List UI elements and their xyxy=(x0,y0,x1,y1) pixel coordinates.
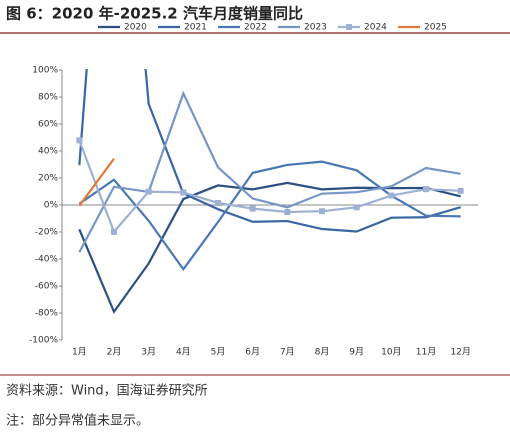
point-marker xyxy=(145,188,152,195)
legend-label: 2020 xyxy=(124,23,147,33)
y-tick-label: 80% xyxy=(38,93,58,103)
series-line xyxy=(78,69,461,233)
point-marker xyxy=(388,192,395,199)
series-line xyxy=(78,139,461,234)
y-tick-label: -40% xyxy=(35,255,59,265)
point-marker xyxy=(180,189,187,196)
x-tick-label: 2月 xyxy=(107,347,122,358)
x-tick-label: 3月 xyxy=(141,347,156,358)
series-line xyxy=(78,181,461,315)
point-marker xyxy=(457,187,464,194)
point-marker xyxy=(284,209,291,216)
x-tick-label: 1月 xyxy=(72,347,87,358)
x-tick-label: 6月 xyxy=(245,347,260,358)
x-tick-label: 9月 xyxy=(349,347,364,358)
legend-label: 2023 xyxy=(304,23,327,33)
point-marker xyxy=(353,204,360,211)
legend-label: 2024 xyxy=(364,23,387,33)
point-marker xyxy=(249,205,256,212)
x-tick-label: 8月 xyxy=(315,347,330,358)
point-marker xyxy=(319,208,325,215)
note: 注：部分异常值未显示。 xyxy=(6,413,149,429)
point-marker xyxy=(111,228,117,235)
legend-label: 2021 xyxy=(184,23,207,33)
series-line xyxy=(78,158,115,207)
series-line xyxy=(78,90,461,253)
x-tick-label: 5月 xyxy=(211,347,226,358)
y-tick-label: -60% xyxy=(35,282,59,292)
y-tick-label: -20% xyxy=(35,228,59,238)
chart-title: 图 6：2020 年-2025.2 汽车月度销量同比 xyxy=(6,5,303,23)
legend-marker xyxy=(346,24,352,30)
y-tick-label: 40% xyxy=(38,147,58,157)
series-line xyxy=(78,160,461,272)
legend-label: 2022 xyxy=(244,23,267,33)
x-tick-label: 7月 xyxy=(280,347,295,358)
y-tick-label: -80% xyxy=(35,309,59,319)
point-marker xyxy=(423,186,429,193)
y-tick-label: -100% xyxy=(29,336,58,346)
source: 资料来源：Wind，国海证券研究所 xyxy=(6,383,208,399)
legend-label: 2025 xyxy=(424,23,447,33)
x-tick-label: 12月 xyxy=(450,347,470,358)
plot-area xyxy=(76,69,464,315)
y-tick-label: 0% xyxy=(44,201,59,211)
point-marker xyxy=(215,199,221,206)
y-tick-label: 100% xyxy=(32,66,58,76)
x-tick-label: 10月 xyxy=(381,347,401,358)
y-tick-label: 20% xyxy=(38,174,58,184)
x-tick-label: 11月 xyxy=(416,347,436,358)
point-marker xyxy=(76,137,83,144)
y-tick-label: 60% xyxy=(38,120,58,130)
x-tick-label: 4月 xyxy=(176,347,191,358)
